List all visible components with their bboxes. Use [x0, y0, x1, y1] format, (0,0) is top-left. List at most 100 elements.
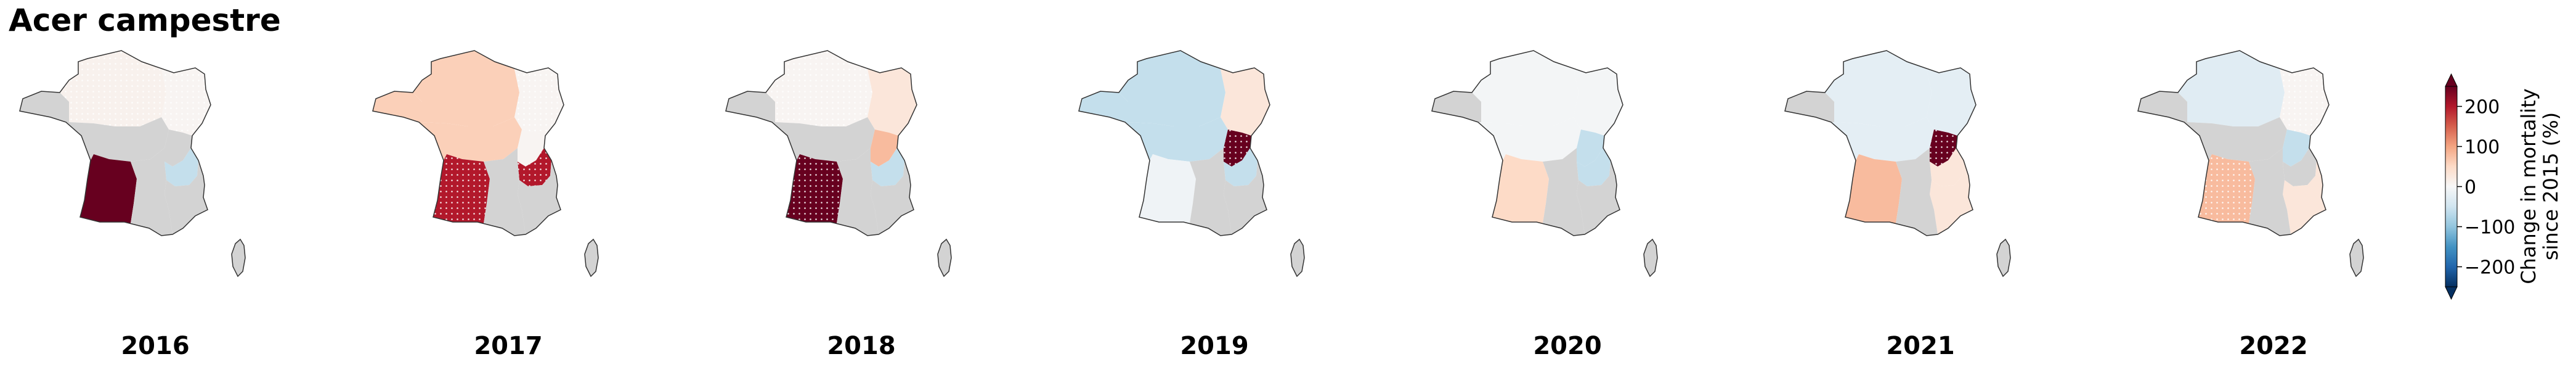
panel-year-label: 2016 [121, 332, 189, 360]
colorbar-tick-label: −100 [2464, 217, 2515, 239]
region-south-center-2016 [131, 148, 173, 236]
region-south-center-2017 [484, 148, 526, 236]
region-north-2021 [1825, 51, 1932, 126]
map-panel-2019: 2019 [1078, 50, 1305, 360]
region-northeast-2020 [1574, 68, 1623, 136]
region-alps-2016 [165, 148, 198, 186]
region-northeast-2018 [867, 68, 917, 136]
corsica-2016 [231, 238, 246, 278]
region-alps-2021 [1930, 148, 1964, 186]
significance-hatch-east-2021 [1930, 130, 1957, 167]
region-north-2017 [413, 51, 519, 126]
region-southeast-2018 [871, 160, 914, 234]
chart-title: Acer campestre [9, 2, 281, 38]
significance-hatch-north-2016 [60, 51, 166, 126]
colorbar-extend-min [2445, 286, 2458, 300]
region-northeast-2021 [1927, 68, 1976, 136]
significance-hatch-northeast-2017 [514, 68, 564, 136]
region-southeast-2017 [518, 160, 561, 234]
region-center-2022 [2184, 117, 2287, 162]
region-southwest-2020 [1492, 154, 1549, 223]
colorbar-tick-label: 200 [2464, 97, 2500, 118]
region-brittany-2017 [373, 91, 422, 122]
panel-year-label: 2019 [1180, 332, 1248, 360]
region-south-center-2020 [1543, 148, 1585, 236]
map-panel-2016: 2016 [19, 50, 246, 360]
region-southwest-2021 [1845, 154, 1902, 223]
region-southeast-2022 [2283, 160, 2326, 234]
region-southwest-2016 [80, 154, 137, 223]
corsica-2017 [584, 238, 599, 278]
corsica-2019 [1290, 238, 1305, 278]
map-panel-2022: 2022 [2137, 50, 2364, 360]
region-brittany-2019 [1079, 91, 1128, 122]
region-southeast-2016 [165, 160, 208, 234]
region-center-2019 [1125, 117, 1228, 162]
region-south-center-2019 [1190, 148, 1232, 236]
corsica-2020 [1643, 238, 1658, 278]
panel-year-label: 2022 [2239, 332, 2307, 360]
colorbar-tick-label: 0 [2464, 177, 2476, 199]
region-south-center-2021 [1896, 148, 1938, 236]
region-northeast-2019 [1221, 68, 1270, 136]
region-brittany-2016 [20, 91, 69, 122]
panel-year-label: 2020 [1533, 332, 1601, 360]
region-alps-2022 [2283, 148, 2317, 186]
region-brittany-2018 [726, 91, 775, 122]
region-center-2018 [772, 117, 875, 162]
colorbar-extend-max [2445, 73, 2458, 87]
region-southwest-2019 [1139, 154, 1196, 223]
region-center-2016 [66, 117, 169, 162]
colorbar-gradient [2445, 86, 2458, 287]
france-outline-2022 [2137, 50, 2330, 236]
region-brittany-2020 [1432, 91, 1481, 122]
significance-hatch-southwest-2017 [433, 154, 490, 223]
region-center-2020 [1478, 117, 1581, 162]
region-south-center-2018 [837, 148, 879, 236]
region-east-2022 [2283, 130, 2310, 167]
region-southeast-2020 [1577, 160, 1620, 234]
panel-year-label: 2021 [1886, 332, 1954, 360]
corsica-2021 [1996, 238, 2011, 278]
france-outline-2016 [19, 50, 211, 236]
france-outline-2017 [372, 50, 564, 236]
france-outline-2018 [725, 50, 917, 236]
significance-hatch-alps-2017 [518, 148, 551, 186]
panel-year-label: 2018 [827, 332, 895, 360]
corsica-2018 [937, 238, 952, 278]
significance-hatch-southwest-2022 [2198, 154, 2255, 223]
region-east-2017 [518, 130, 545, 167]
map-panels: 2016 2017 2018 2019 2020 2021 2022 [19, 50, 2364, 360]
region-north-2020 [1472, 51, 1579, 126]
region-brittany-2022 [2138, 91, 2187, 122]
colorbar-tick-label: −200 [2464, 257, 2515, 279]
region-east-2020 [1577, 130, 1604, 167]
region-north-2022 [2178, 51, 2285, 126]
region-east-2018 [871, 130, 898, 167]
region-alps-2019 [1224, 148, 1258, 186]
region-alps-2018 [871, 148, 904, 186]
region-southeast-2021 [1930, 160, 1973, 234]
colorbar-tick-label: 100 [2464, 137, 2500, 159]
significance-hatch-east-2019 [1224, 130, 1251, 167]
significance-hatch-northeast-2022 [2280, 68, 2329, 136]
significance-hatch-northeast-2016 [161, 68, 211, 136]
panel-year-label: 2017 [474, 332, 542, 360]
colorbar: 200 100 0 −100 −200 Change in mortalitysince … [2445, 73, 2562, 300]
region-southeast-2019 [1224, 160, 1267, 234]
region-center-2017 [419, 117, 522, 162]
corsica-2022 [2349, 238, 2364, 278]
region-center-2021 [1831, 117, 1934, 162]
colorbar-label: Change in mortalitysince 2015 (%) [2517, 88, 2562, 284]
map-panel-2018: 2018 [725, 50, 952, 360]
significance-hatch-north-2018 [766, 51, 872, 126]
map-panel-2020: 2020 [1431, 50, 1658, 360]
region-alps-2020 [1577, 148, 1611, 186]
france-outline-2020 [1431, 50, 1623, 236]
region-east-2016 [165, 130, 192, 167]
significance-hatch-southwest-2018 [786, 154, 843, 223]
region-brittany-2021 [1785, 91, 1834, 122]
region-south-center-2022 [2249, 148, 2291, 236]
map-panel-2017: 2017 [372, 50, 599, 360]
